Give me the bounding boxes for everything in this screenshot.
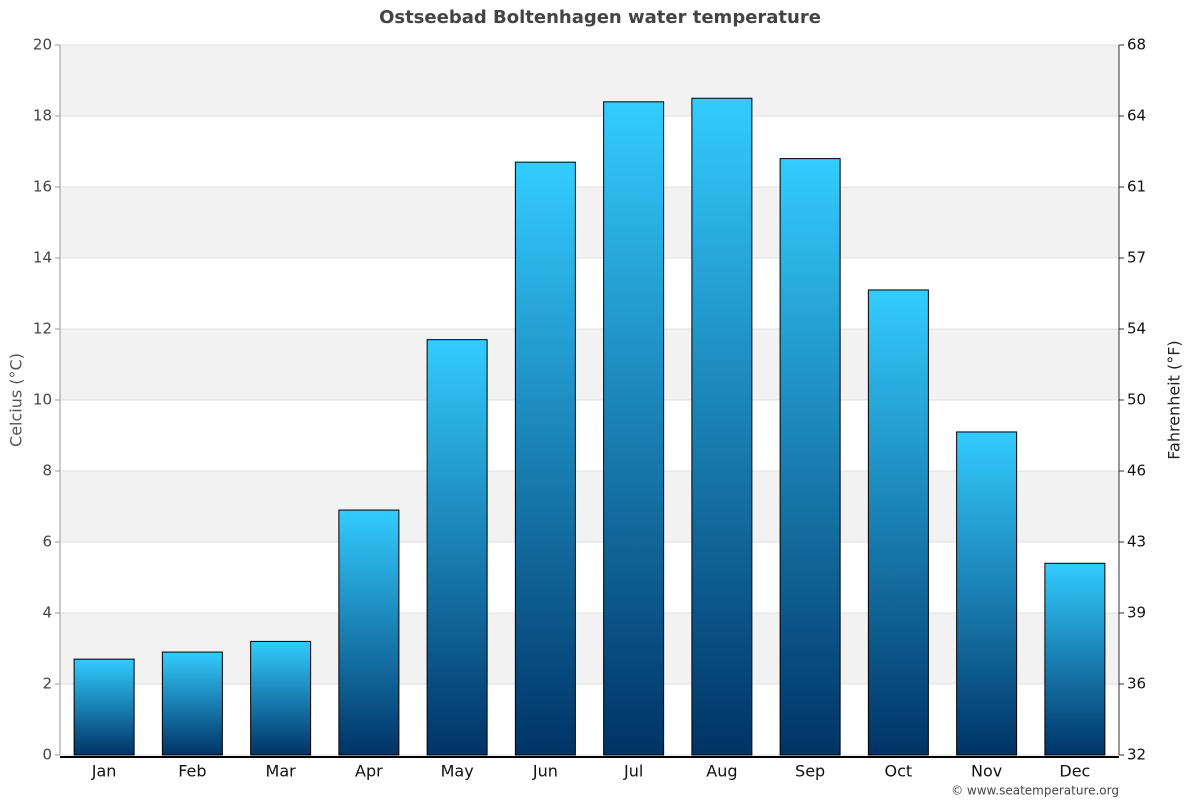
x-tick-label: Apr [355, 762, 383, 781]
y2-tick-label: 39 [1127, 604, 1146, 622]
bar [338, 509, 400, 756]
y-tick-label: 6 [42, 533, 52, 551]
grid-band [60, 187, 1119, 258]
x-tick-label: May [441, 762, 474, 781]
chart-title: Ostseebad Boltenhagen water temperature [379, 7, 821, 28]
bar [1044, 562, 1106, 756]
y-tick-label: 4 [42, 604, 52, 622]
bar [426, 339, 488, 756]
y-tick-label: 10 [33, 391, 52, 409]
x-tick-label: Jun [532, 762, 558, 781]
y2-tick-label: 54 [1127, 320, 1146, 338]
y-tick-label: 8 [42, 462, 52, 480]
x-tick-label: Dec [1059, 762, 1090, 781]
grid-band [60, 471, 1119, 542]
bar [779, 158, 841, 756]
bar [514, 161, 576, 756]
y-tick-label: 0 [42, 746, 52, 764]
y2-tick-label: 68 [1127, 36, 1146, 54]
bar [867, 289, 929, 756]
y-tick-label: 2 [42, 675, 52, 693]
y-tick-label: 18 [33, 107, 52, 125]
source-note: © www.seatemperature.org [951, 784, 1119, 798]
grid-band [60, 45, 1119, 116]
x-tick-label: Sep [795, 762, 825, 781]
x-tick-label: Feb [178, 762, 206, 781]
bar [691, 97, 753, 756]
x-tick-label: Mar [266, 762, 297, 781]
y2-tick-label: 50 [1127, 391, 1146, 409]
y-tick-label: 12 [33, 320, 52, 338]
bar [603, 101, 665, 756]
y2-tick-label: 32 [1127, 746, 1146, 764]
grid-band [60, 613, 1119, 684]
x-tick-label: Oct [885, 762, 913, 781]
y-tick-label: 16 [33, 178, 52, 196]
y-axis-label: Celcius (°C) [7, 353, 26, 447]
y2-tick-label: 43 [1127, 533, 1146, 551]
bar [161, 651, 223, 756]
y2-tick-label: 36 [1127, 675, 1146, 693]
x-tick-label: Nov [971, 762, 1002, 781]
y-tick-label: 20 [33, 36, 52, 54]
x-tick-label: Aug [706, 762, 737, 781]
x-tick-label: Jan [91, 762, 117, 781]
y2-tick-label: 57 [1127, 249, 1146, 267]
bar [956, 431, 1018, 756]
x-tick-label: Jul [623, 762, 643, 781]
y2-tick-label: 64 [1127, 107, 1146, 125]
y2-tick-label: 61 [1127, 178, 1146, 196]
y2-axis-label: Fahrenheit (°F) [1165, 340, 1184, 459]
bar [250, 640, 312, 756]
grid-band [60, 329, 1119, 400]
bar [73, 658, 135, 756]
y2-tick-label: 46 [1127, 462, 1146, 480]
y-tick-label: 14 [33, 249, 52, 267]
